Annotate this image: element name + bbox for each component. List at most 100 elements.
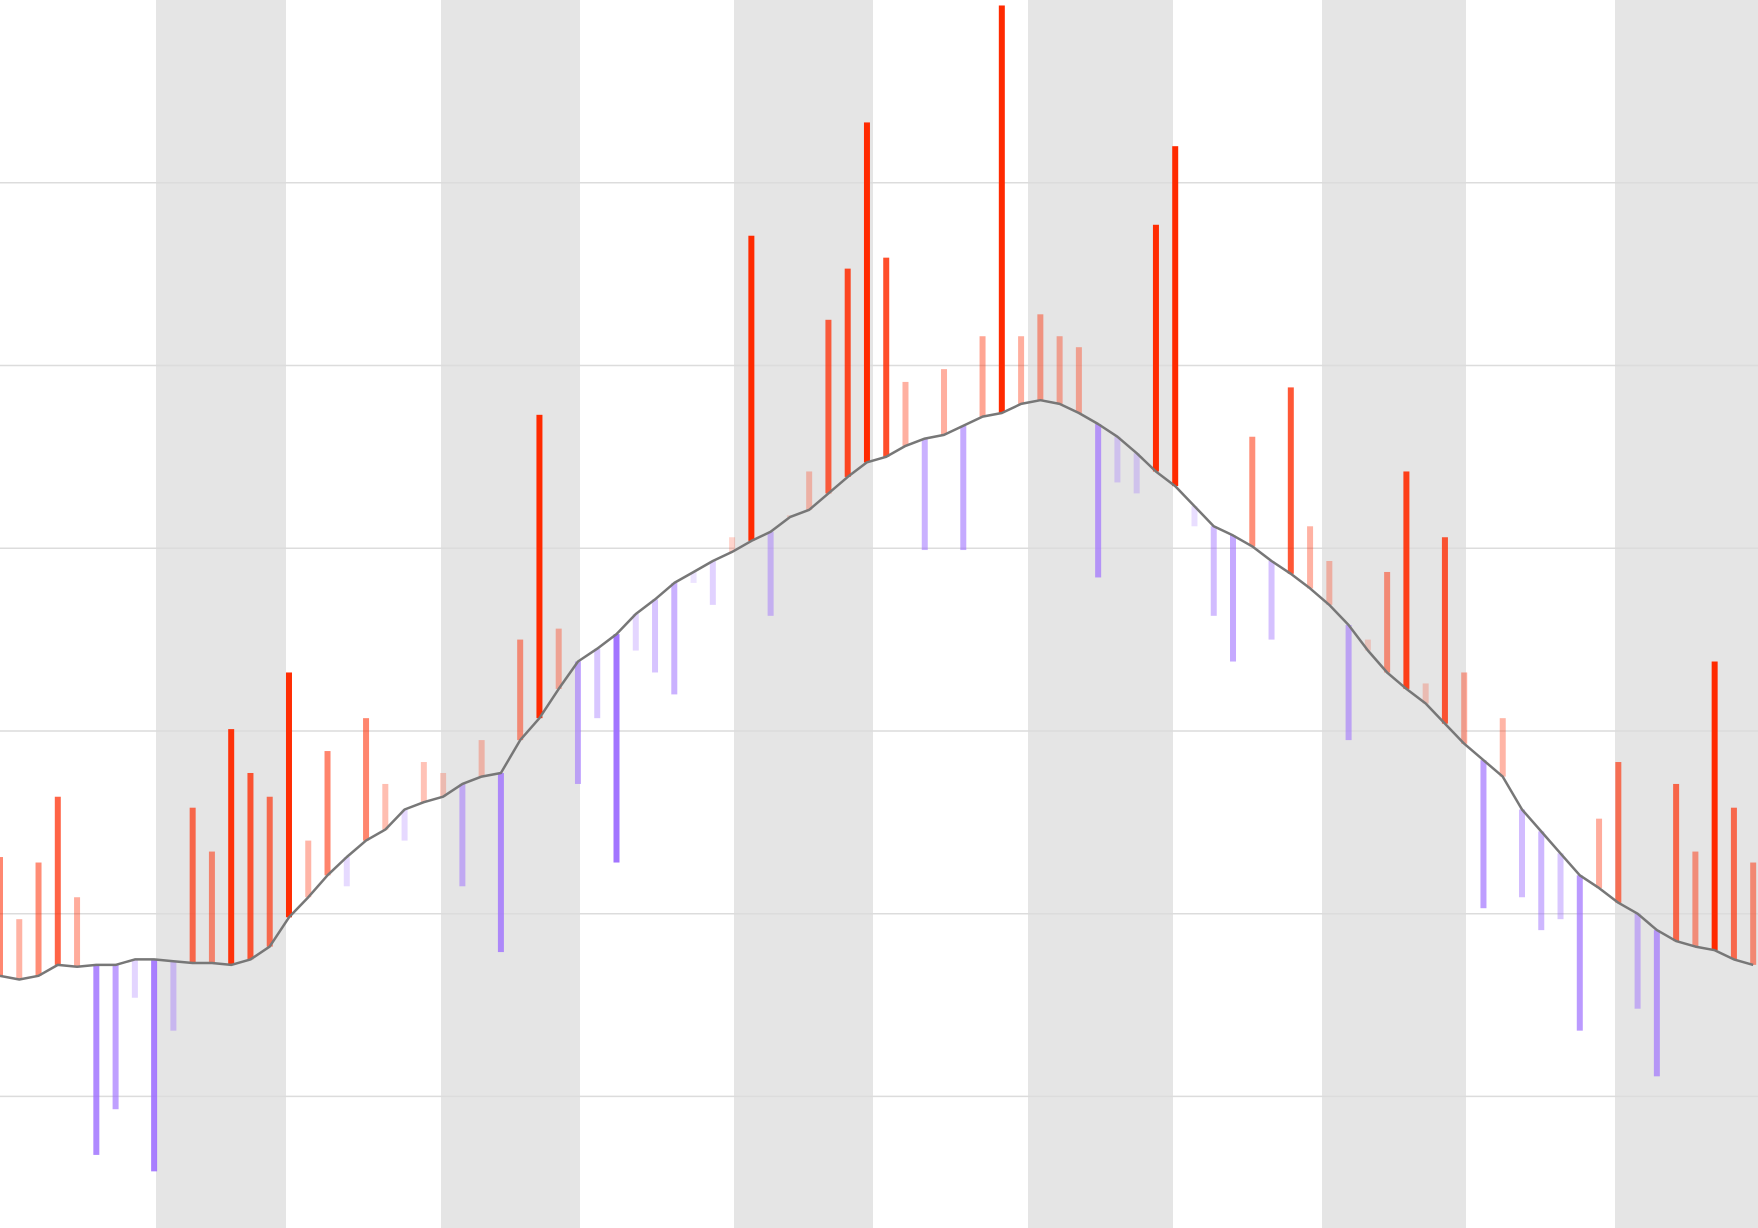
anomaly-bar xyxy=(170,961,177,1031)
anomaly-bar xyxy=(1422,683,1429,704)
anomaly-bar xyxy=(1268,561,1275,640)
anomaly-bar xyxy=(1075,347,1082,413)
month-band xyxy=(1615,0,1758,1228)
anomaly-bar xyxy=(536,414,543,719)
anomaly-bar xyxy=(806,471,813,510)
anomaly-bar xyxy=(189,807,196,964)
anomaly-bar xyxy=(1037,314,1044,401)
anomaly-bar xyxy=(382,783,389,830)
month-band xyxy=(734,0,873,1228)
anomaly-bar xyxy=(247,772,254,960)
anomaly-bar xyxy=(1634,913,1641,1009)
anomaly-bar xyxy=(1326,561,1333,605)
anomaly-bar xyxy=(1499,718,1506,777)
anomaly-bar xyxy=(1596,818,1603,889)
anomaly-bar xyxy=(748,235,755,541)
anomaly-bar xyxy=(555,628,562,689)
anomaly-bar xyxy=(863,122,870,463)
anomaly-bar xyxy=(228,729,235,965)
anomaly-bar xyxy=(266,796,273,947)
anomaly-bar xyxy=(1653,930,1660,1077)
anomaly-bar xyxy=(844,268,851,477)
anomaly-bar xyxy=(54,796,61,965)
anomaly-bar xyxy=(574,661,581,784)
anomaly-bar xyxy=(1249,436,1256,547)
anomaly-bar xyxy=(1287,387,1294,574)
anomaly-bar xyxy=(652,599,659,673)
anomaly-bar xyxy=(632,614,639,651)
anomaly-bar xyxy=(767,531,774,616)
anomaly-bar xyxy=(420,762,427,803)
anomaly-bar xyxy=(1557,853,1564,920)
anomaly-bar xyxy=(1056,336,1063,404)
anomaly-bar xyxy=(902,381,909,446)
anomaly-bar xyxy=(1461,672,1468,744)
anomaly-bar xyxy=(478,740,485,777)
anomaly-bar xyxy=(401,809,408,841)
anomaly-bar xyxy=(1018,336,1025,404)
month-band xyxy=(156,0,286,1228)
anomaly-bar xyxy=(1384,571,1391,673)
month-band xyxy=(1028,0,1173,1228)
normal-line xyxy=(0,398,1754,981)
anomaly-bar xyxy=(1518,809,1525,898)
anomaly-bar xyxy=(1307,526,1314,589)
anomaly-bar xyxy=(979,336,986,417)
anomaly-bar xyxy=(16,919,23,980)
anomaly-bar xyxy=(35,862,42,976)
anomaly-bar xyxy=(1364,639,1371,651)
anomaly-bar xyxy=(0,857,3,976)
anomaly-bar xyxy=(1095,423,1102,578)
anomaly-bar xyxy=(324,751,331,876)
anomaly-bar xyxy=(921,438,928,551)
anomaly-bar xyxy=(709,561,716,605)
anomaly-bar xyxy=(1673,783,1680,942)
anomaly-bar xyxy=(1152,224,1159,472)
anomaly-bar xyxy=(1230,535,1237,662)
anomaly-bar xyxy=(112,964,119,1110)
anomaly-bar xyxy=(960,425,967,551)
anomaly-bar xyxy=(151,959,158,1172)
anomaly-bar xyxy=(1133,453,1140,494)
anomaly-bar xyxy=(1711,661,1718,951)
anomaly-bar xyxy=(1403,471,1410,689)
anomaly-bar xyxy=(440,772,447,797)
anomaly-bar xyxy=(1730,807,1737,960)
anomaly-bar xyxy=(1480,760,1487,909)
anomaly-bar xyxy=(343,857,350,887)
anomaly-bar xyxy=(729,537,736,552)
anomaly-bar xyxy=(1692,851,1699,947)
anomaly-bar xyxy=(1172,146,1179,487)
anomaly-bar xyxy=(998,5,1005,413)
anomaly-bar xyxy=(517,639,524,741)
anomaly-bar xyxy=(1441,537,1448,724)
anomaly-bar xyxy=(1576,875,1583,1031)
month-band xyxy=(441,0,580,1228)
anomaly-bar xyxy=(1114,436,1121,483)
anomaly-bar xyxy=(285,672,292,918)
anomaly-bar xyxy=(1750,862,1757,965)
anomaly-bar xyxy=(1191,506,1198,527)
anomaly-bar xyxy=(1615,762,1622,903)
anomaly-bar xyxy=(690,571,697,583)
anomaly-bar xyxy=(363,718,370,841)
anomaly-bar xyxy=(941,369,948,435)
anomaly-bar xyxy=(305,840,312,898)
anomaly-bar xyxy=(594,648,601,719)
anomaly-bar xyxy=(1345,624,1352,741)
anomaly-bar xyxy=(825,319,832,494)
anomaly-bar xyxy=(497,772,504,953)
anomaly-bar xyxy=(74,897,81,967)
anomaly-bar xyxy=(671,582,678,695)
anomaly-bar xyxy=(208,851,215,964)
anomaly-bar xyxy=(1538,831,1545,931)
anomaly-bar xyxy=(1210,526,1217,616)
anomaly-bar xyxy=(93,964,100,1155)
anomaly-bar xyxy=(131,959,138,998)
anomaly-bar xyxy=(883,257,890,457)
anomaly-bar xyxy=(613,634,620,863)
anomaly-bar xyxy=(459,783,466,887)
month-bands xyxy=(156,0,1758,1228)
